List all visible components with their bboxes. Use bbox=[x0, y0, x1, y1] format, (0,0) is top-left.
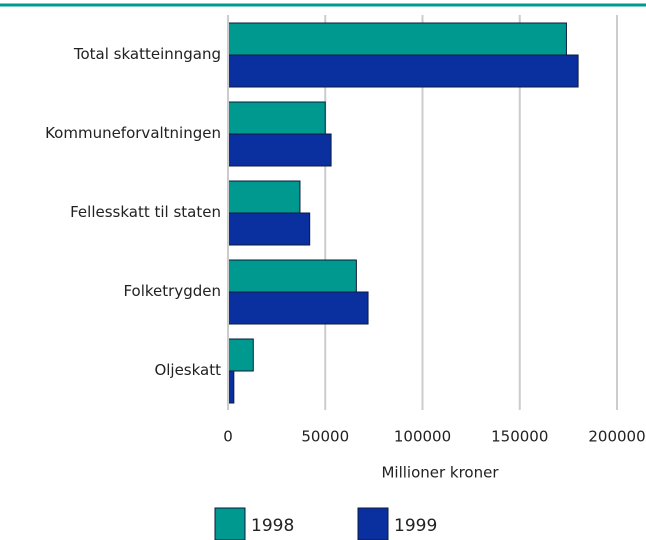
x-tick-label: 100000 bbox=[394, 428, 451, 446]
x-tick-label: 50000 bbox=[301, 428, 349, 446]
x-tick-label: 0 bbox=[223, 428, 233, 446]
legend-label: 1999 bbox=[394, 516, 437, 536]
y-tick-label: Oljeskatt bbox=[154, 361, 221, 379]
bar bbox=[227, 180, 301, 214]
y-tick-label: Folketrygden bbox=[123, 282, 221, 300]
bar bbox=[227, 291, 369, 325]
bar bbox=[227, 22, 567, 56]
legend-swatch bbox=[357, 507, 389, 540]
bar bbox=[227, 101, 326, 135]
y-tick-label: Fellesskatt til staten bbox=[70, 203, 221, 221]
x-tick-label: 150000 bbox=[491, 428, 548, 446]
y-tick-label: Total skatteinngang bbox=[73, 45, 221, 63]
bar bbox=[227, 133, 332, 167]
bar bbox=[227, 54, 579, 88]
bar bbox=[227, 259, 357, 293]
bar bbox=[227, 212, 311, 246]
legend-swatch bbox=[214, 507, 246, 540]
x-axis-title: Millioner kroner bbox=[381, 464, 499, 482]
legend-label: 1998 bbox=[251, 516, 294, 536]
bar bbox=[227, 338, 254, 372]
x-tick-label: 200000 bbox=[588, 428, 645, 446]
y-tick-label: Kommuneforvaltningen bbox=[45, 124, 221, 142]
